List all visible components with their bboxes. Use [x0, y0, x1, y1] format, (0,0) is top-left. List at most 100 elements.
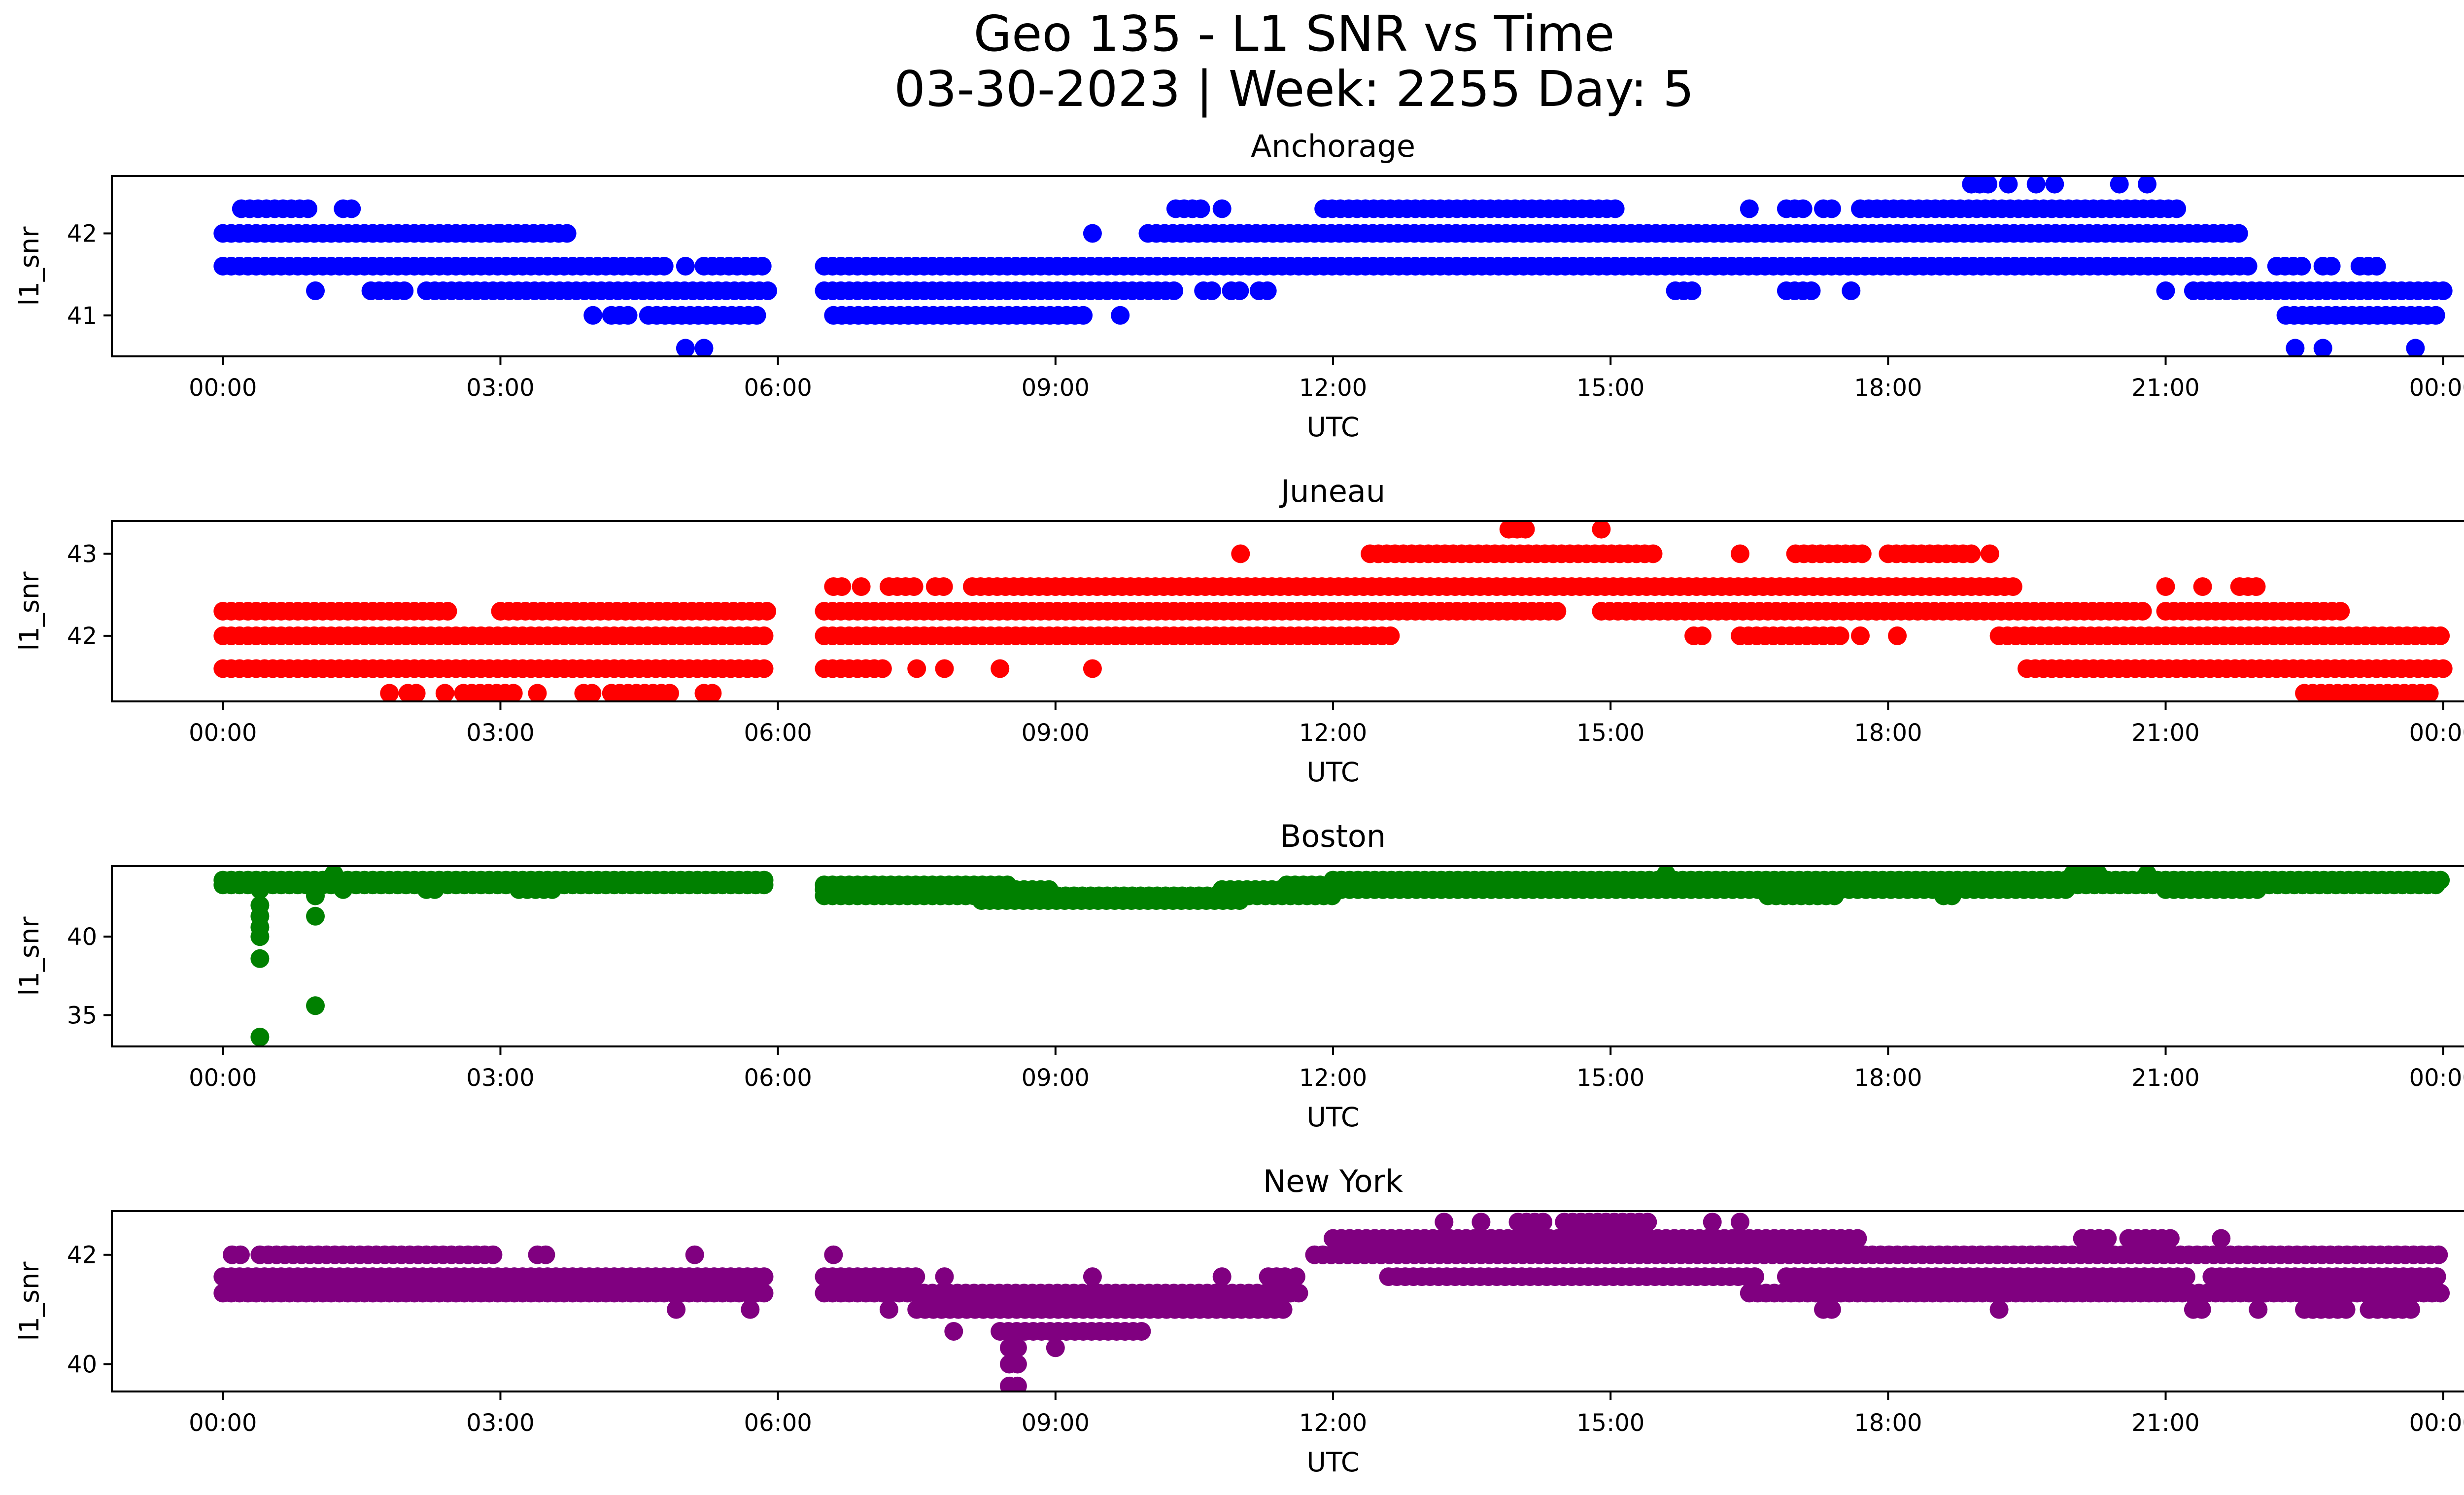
data-point — [250, 949, 270, 968]
data-point — [1534, 1213, 1553, 1232]
data-point — [754, 1267, 774, 1286]
data-point — [676, 257, 695, 276]
data-point — [1852, 544, 1872, 563]
data-point — [1962, 544, 1981, 563]
data-point — [1830, 626, 1849, 645]
data-point — [250, 927, 270, 946]
data-point — [935, 1267, 954, 1286]
data-point — [2426, 306, 2445, 325]
x-tick-label: 03:00 — [466, 719, 534, 747]
data-point — [1435, 1213, 1454, 1232]
data-point — [832, 577, 852, 596]
data-point — [1606, 199, 1625, 218]
x-tick-label: 21:00 — [2131, 1409, 2199, 1437]
data-point — [583, 306, 603, 325]
x-tick-label: 15:00 — [1576, 374, 1644, 402]
x-tick-label: 15:00 — [1576, 1064, 1644, 1092]
data-point — [1289, 1284, 1308, 1303]
data-point — [2427, 1267, 2446, 1286]
data-point — [824, 1245, 843, 1264]
data-point — [306, 886, 325, 905]
data-point — [1638, 1213, 1657, 1232]
data-point — [2056, 880, 2075, 899]
data-point — [660, 684, 679, 701]
data-point — [2336, 1300, 2356, 1319]
data-point — [425, 880, 445, 899]
figure-title-line1: Geo 135 - L1 SNR vs Time — [974, 5, 1615, 63]
data-point — [2138, 176, 2156, 194]
data-point — [1989, 1300, 2009, 1319]
data-point — [1740, 199, 1759, 218]
data-point — [435, 684, 454, 701]
data-point — [1191, 199, 1210, 218]
x-tick-label: 09:00 — [1022, 1064, 1090, 1092]
data-point — [2160, 1229, 2180, 1248]
data-point — [873, 659, 892, 678]
data-point — [934, 577, 953, 596]
data-point — [754, 875, 774, 895]
y-tick-label: 35 — [67, 1002, 97, 1029]
y-tick-label: 40 — [67, 1351, 97, 1379]
data-point — [2003, 577, 2022, 596]
data-point — [907, 659, 926, 678]
x-tick-label: 21:00 — [2131, 1064, 2199, 1092]
x-tick-label: 00:00 — [2409, 1064, 2464, 1092]
data-point — [1745, 1267, 1764, 1286]
data-point — [2110, 176, 2129, 194]
scatter-points — [213, 176, 2453, 356]
data-point — [2433, 659, 2453, 678]
data-point — [1083, 1267, 1102, 1286]
data-point — [1942, 886, 1961, 905]
data-point — [1793, 199, 1813, 218]
data-point — [395, 281, 414, 300]
data-point — [334, 880, 353, 899]
data-point — [667, 1300, 686, 1319]
x-tick-label: 03:00 — [466, 1064, 534, 1092]
figure-title-line2: 03-30-2023 | Week: 2255 Day: 5 — [894, 60, 1694, 118]
data-point — [1848, 1229, 1867, 1248]
x-tick-label: 12:00 — [1299, 374, 1367, 402]
data-point — [1164, 281, 1184, 300]
data-point — [1230, 281, 1249, 300]
y-tick-label: 42 — [67, 623, 97, 650]
x-tick-label: 03:00 — [466, 1409, 534, 1437]
x-tick-label: 18:00 — [1854, 1409, 1922, 1437]
data-point — [1230, 891, 1249, 910]
data-point — [754, 659, 774, 678]
data-point — [1802, 281, 1821, 300]
data-point — [2238, 257, 2258, 276]
data-point — [1656, 866, 1676, 883]
data-point — [754, 1284, 774, 1303]
data-point — [306, 996, 325, 1015]
data-point — [2431, 626, 2450, 645]
data-point — [747, 306, 766, 325]
data-point — [2176, 1267, 2195, 1286]
y-tick-label: 40 — [67, 923, 97, 951]
data-point — [2426, 875, 2445, 895]
data-point — [1472, 1213, 1491, 1232]
data-point — [1323, 886, 1342, 905]
x-tick-label: 18:00 — [1854, 719, 1922, 747]
data-point — [1980, 544, 1999, 563]
data-point — [2433, 281, 2453, 300]
data-point — [1822, 199, 1841, 218]
data-point — [1592, 521, 1611, 539]
data-point — [991, 659, 1010, 678]
data-point — [618, 306, 638, 325]
data-point — [528, 684, 547, 701]
y-axis-label: l1_snr — [14, 1261, 45, 1341]
data-point — [2367, 257, 2386, 276]
x-tick-label: 00:00 — [2409, 1409, 2464, 1437]
scatter-points — [213, 866, 2450, 1046]
data-point — [1979, 176, 1998, 194]
x-tick-label: 06:00 — [744, 1064, 812, 1092]
data-point — [2406, 339, 2425, 356]
data-point — [342, 199, 361, 218]
data-point — [685, 1245, 704, 1264]
data-point — [1643, 544, 1663, 563]
data-point — [306, 906, 325, 926]
subplot-boston: Boston UTC l1_snr 00:00 03:00 06:00 09:00 12… — [14, 818, 2464, 1133]
data-point — [2431, 1284, 2450, 1303]
scatter-points — [213, 1213, 2450, 1391]
data-point — [1286, 1267, 1305, 1286]
